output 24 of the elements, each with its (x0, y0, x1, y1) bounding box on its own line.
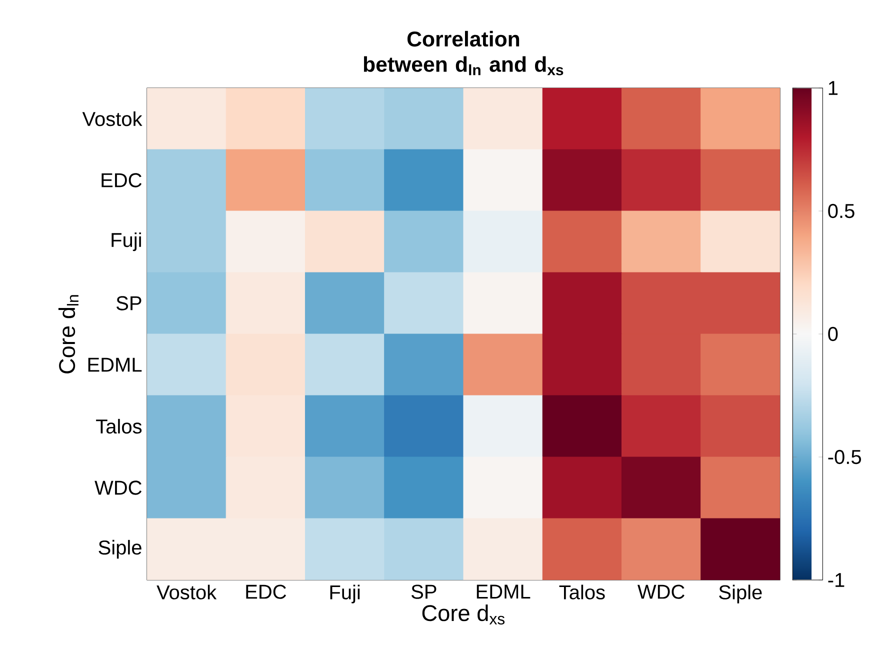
y-tick-label: Siple (98, 540, 142, 559)
x-tick-label: EDC (246, 584, 286, 599)
x-tick-label: Fuji (330, 584, 360, 604)
chart-title: Correlation between d$_{ln}$ and d$_{xs}$ (364, 30, 564, 76)
x-tick-label: Talos (559, 584, 605, 600)
x-tick-label: EDML (476, 584, 530, 598)
color-bar-label: 0 (828, 326, 838, 342)
y-tick-label: Fuji (112, 232, 141, 252)
color-bar-label: 1 (828, 81, 838, 95)
color-bar-label: 0.5 (828, 204, 854, 218)
x-tick-label: SP (412, 584, 436, 599)
color-bar-label: -1 (828, 573, 844, 587)
y-tick-label: WDC (94, 480, 142, 495)
x-tick-label: Siple (719, 584, 762, 604)
color-bar-label: -0.5 (828, 450, 862, 464)
y-tick-label: Vostok (82, 111, 142, 126)
y-tick-label: EDC (102, 173, 142, 188)
y-axis-title: Core d$_{ln}$ (58, 295, 78, 374)
y-tick-label: SP (116, 296, 142, 310)
y-tick-label: Talos (96, 418, 142, 434)
x-tick-label: WDC (638, 584, 684, 599)
y-tick-label: EDML (88, 358, 142, 372)
x-tick-label: Vostok (156, 584, 217, 600)
x-axis-title: Core d$_{xs}$ (422, 604, 505, 625)
